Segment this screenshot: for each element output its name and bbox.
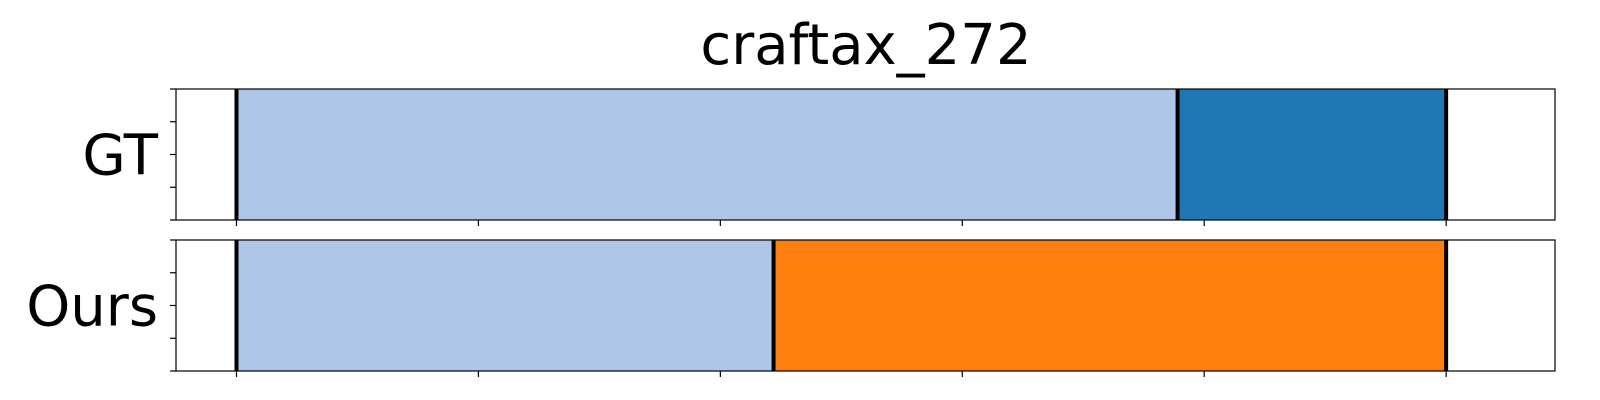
segment-gt-1: [1177, 89, 1447, 220]
segment-gt-0: [236, 89, 1178, 220]
chart-title: craftax_272: [700, 13, 1031, 78]
segment-ours-1: [773, 240, 1447, 371]
segment-ours-0: [236, 240, 774, 371]
row-label-ours: Ours: [26, 275, 158, 340]
chart-panels: GT Ours: [26, 88, 1556, 377]
row-label-gt: GT: [82, 124, 158, 189]
